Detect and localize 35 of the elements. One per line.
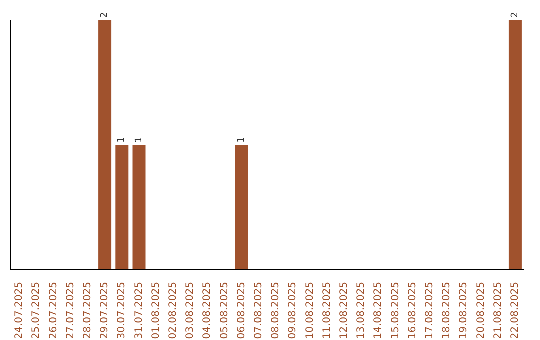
x-tick-label: 19.08.2025 — [458, 282, 470, 340]
x-tick-label: 07.08.2025 — [253, 282, 264, 340]
x-tick-label: 09.08.2025 — [288, 282, 299, 340]
x-tick-label: 31.07.2025 — [134, 282, 145, 340]
x-tick-label: 01.08.2025 — [150, 282, 162, 340]
x-tick-label: 26.07.2025 — [48, 282, 60, 340]
x-tick-label: 12.08.2025 — [338, 282, 350, 340]
x-tick-label: 10.08.2025 — [304, 282, 316, 340]
x-tick-label: 24.07.2025 — [14, 282, 26, 340]
x-tick-label: 06.08.2025 — [236, 282, 248, 340]
x-tick-label: 27.07.2025 — [65, 282, 76, 340]
x-tick-label: 15.08.2025 — [390, 282, 402, 340]
x-tick-label: 03.08.2025 — [185, 282, 196, 340]
data-label: 1 — [117, 137, 128, 143]
data-label: 1 — [134, 137, 144, 143]
x-tick-label: 16.08.2025 — [407, 282, 418, 340]
data-label: 2 — [100, 12, 110, 18]
x-tick-label: 29.07.2025 — [100, 282, 111, 340]
x-tick-label: 22.08.2025 — [510, 282, 521, 340]
x-tick-label: 30.07.2025 — [116, 282, 128, 340]
x-tick-label: 25.07.2025 — [31, 282, 42, 340]
x-tick-label: 21.08.2025 — [492, 282, 504, 340]
x-tick-label: 04.08.2025 — [202, 282, 214, 340]
x-tick-label: 13.08.2025 — [356, 282, 368, 340]
data-label: 1 — [236, 137, 247, 143]
x-tick-label: 11.08.2025 — [322, 282, 333, 340]
x-tick-label: 17.08.2025 — [424, 282, 436, 340]
x-tick-label: 14.08.2025 — [373, 282, 384, 340]
x-tick-label: 20.08.2025 — [476, 282, 487, 340]
x-tick-label: 05.08.2025 — [219, 282, 230, 340]
x-tick-label: 08.08.2025 — [270, 282, 282, 340]
x-tick-label: 02.08.2025 — [168, 282, 179, 340]
x-tick-label: 18.08.2025 — [442, 282, 453, 340]
x-tick-label: 28.07.2025 — [82, 282, 94, 340]
data-label: 2 — [510, 12, 520, 18]
